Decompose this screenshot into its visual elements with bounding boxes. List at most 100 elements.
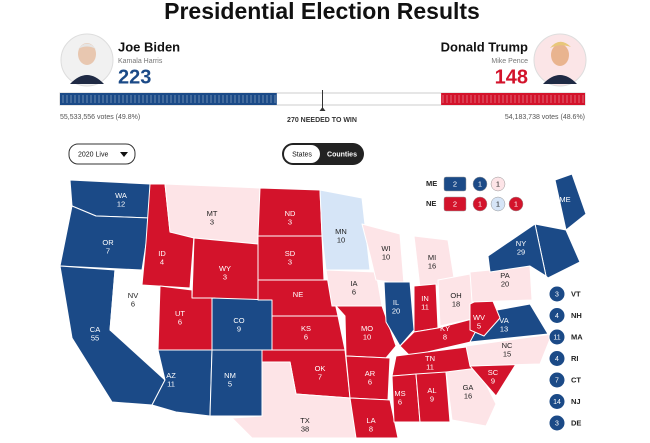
small-state-votes: 7 (555, 377, 559, 384)
small-state-circle[interactable] (548, 307, 566, 324)
state-votes: 12 (117, 199, 125, 208)
state-votes: 13 (500, 324, 508, 333)
state-votes: 6 (178, 317, 182, 326)
small-state-votes: 4 (555, 356, 559, 363)
state-shape[interactable] (271, 315, 346, 351)
small-state-circle[interactable] (548, 414, 566, 432)
split-circle (490, 196, 506, 212)
state-abbr: KY (440, 324, 450, 333)
state-abbr: OH (450, 291, 461, 300)
state-abbr: ME (559, 195, 570, 204)
electoral-votes: 223 (118, 66, 151, 88)
state-shape[interactable] (465, 333, 553, 367)
small-state-circle[interactable] (548, 350, 566, 367)
state-votes: 16 (464, 391, 472, 400)
us-map: WA12OR7CA55NV6ID4MT3WY3UT6AZ11CO9NM5ND3S… (59, 173, 587, 439)
split-box (443, 196, 467, 212)
toggle-option-bg[interactable] (284, 145, 320, 163)
electoral-votes: 148 (495, 66, 528, 88)
toggle-option[interactable]: States (292, 151, 312, 158)
small-state-circle[interactable] (548, 285, 566, 303)
dropdown-text[interactable]: 2020 Live (78, 151, 108, 158)
split-votes: 1 (496, 179, 500, 188)
dropdown-caret[interactable] (120, 152, 128, 157)
state-abbr: SD (285, 249, 296, 258)
small-state-abbr: RI (571, 354, 579, 363)
state-votes: 9 (237, 324, 241, 333)
popular-votes: 55,533,556 votes (49.8%) (60, 114, 140, 121)
popular-votes: 54,183,738 votes (48.6%) (505, 114, 585, 121)
year-dropdown[interactable]: 2020 Live (68, 143, 136, 165)
state-votes: 7 (106, 246, 110, 255)
needed-marker (319, 107, 326, 111)
state-abbr: OK (315, 364, 326, 373)
state-votes: 6 (131, 299, 135, 308)
state-shape[interactable] (554, 173, 587, 231)
state-votes: 18 (452, 299, 460, 308)
small-state-abbr: MA (571, 332, 583, 341)
state-votes: 55 (91, 333, 99, 342)
small-state-circle[interactable] (548, 328, 566, 346)
state-votes: 3 (288, 217, 292, 226)
state-shape[interactable] (487, 223, 547, 277)
state-votes: 7 (318, 372, 322, 381)
split-votes: 2 (453, 179, 457, 188)
state-shape[interactable] (209, 349, 263, 417)
state-votes: 20 (501, 279, 509, 288)
state-abbr: CO (233, 316, 244, 325)
state-abbr: ID (158, 249, 166, 258)
state-votes: 8 (369, 424, 373, 433)
state-abbr: UT (175, 309, 185, 318)
state-abbr: SC (488, 368, 499, 377)
state-shape[interactable] (383, 281, 415, 347)
progress-segment (441, 93, 585, 105)
state-abbr: NE (293, 290, 303, 299)
small-state-abbr: CT (571, 375, 581, 384)
state-votes: 38 (301, 424, 309, 433)
small-state-votes: 3 (555, 291, 559, 298)
state-abbr: OR (102, 238, 114, 247)
state-votes: 11 (421, 302, 429, 311)
split-votes: 2 (453, 199, 457, 208)
state-abbr: NY (516, 239, 526, 248)
state-votes: 5 (477, 321, 481, 330)
split-state-abbr: NE (426, 199, 436, 208)
state-votes: 8 (443, 332, 447, 341)
state-votes: 3 (210, 217, 214, 226)
small-state-votes: 3 (555, 420, 559, 427)
state-abbr: VA (499, 316, 508, 325)
state-abbr: IN (421, 294, 429, 303)
split-votes: 1 (496, 199, 500, 208)
toggle-option[interactable]: Counties (327, 151, 357, 158)
state-votes: 10 (363, 332, 371, 341)
state-shape[interactable] (319, 189, 371, 271)
state-shape[interactable] (391, 373, 421, 423)
trump-portrait (533, 33, 587, 87)
small-state-abbr: NJ (571, 397, 581, 406)
state-votes: 9 (430, 394, 434, 403)
state-votes: 3 (288, 257, 292, 266)
state-abbr: MO (361, 324, 373, 333)
state-abbr: TN (425, 354, 435, 363)
split-votes: 1 (478, 199, 482, 208)
state-abbr: MS (394, 389, 405, 398)
small-state-abbr: VT (571, 289, 581, 298)
state-abbr: WA (115, 191, 127, 200)
state-abbr: MT (207, 209, 218, 218)
dropdown-box[interactable] (68, 143, 136, 165)
split-votes: 1 (514, 199, 518, 208)
state-votes: 6 (304, 332, 308, 341)
small-state-circle[interactable] (548, 371, 566, 389)
state-abbr: WY (219, 264, 231, 273)
running-mate: Kamala Harris (118, 58, 163, 65)
small-state-circle[interactable] (548, 393, 566, 410)
view-toggle[interactable]: States Counties (282, 143, 364, 165)
state-abbr: TX (300, 416, 310, 425)
state-abbr: AZ (166, 371, 176, 380)
state-votes: 16 (428, 261, 436, 270)
state-abbr: AR (365, 369, 376, 378)
state-shape[interactable] (415, 371, 451, 423)
state-abbr: CA (90, 325, 100, 334)
state-votes: 29 (517, 247, 525, 256)
